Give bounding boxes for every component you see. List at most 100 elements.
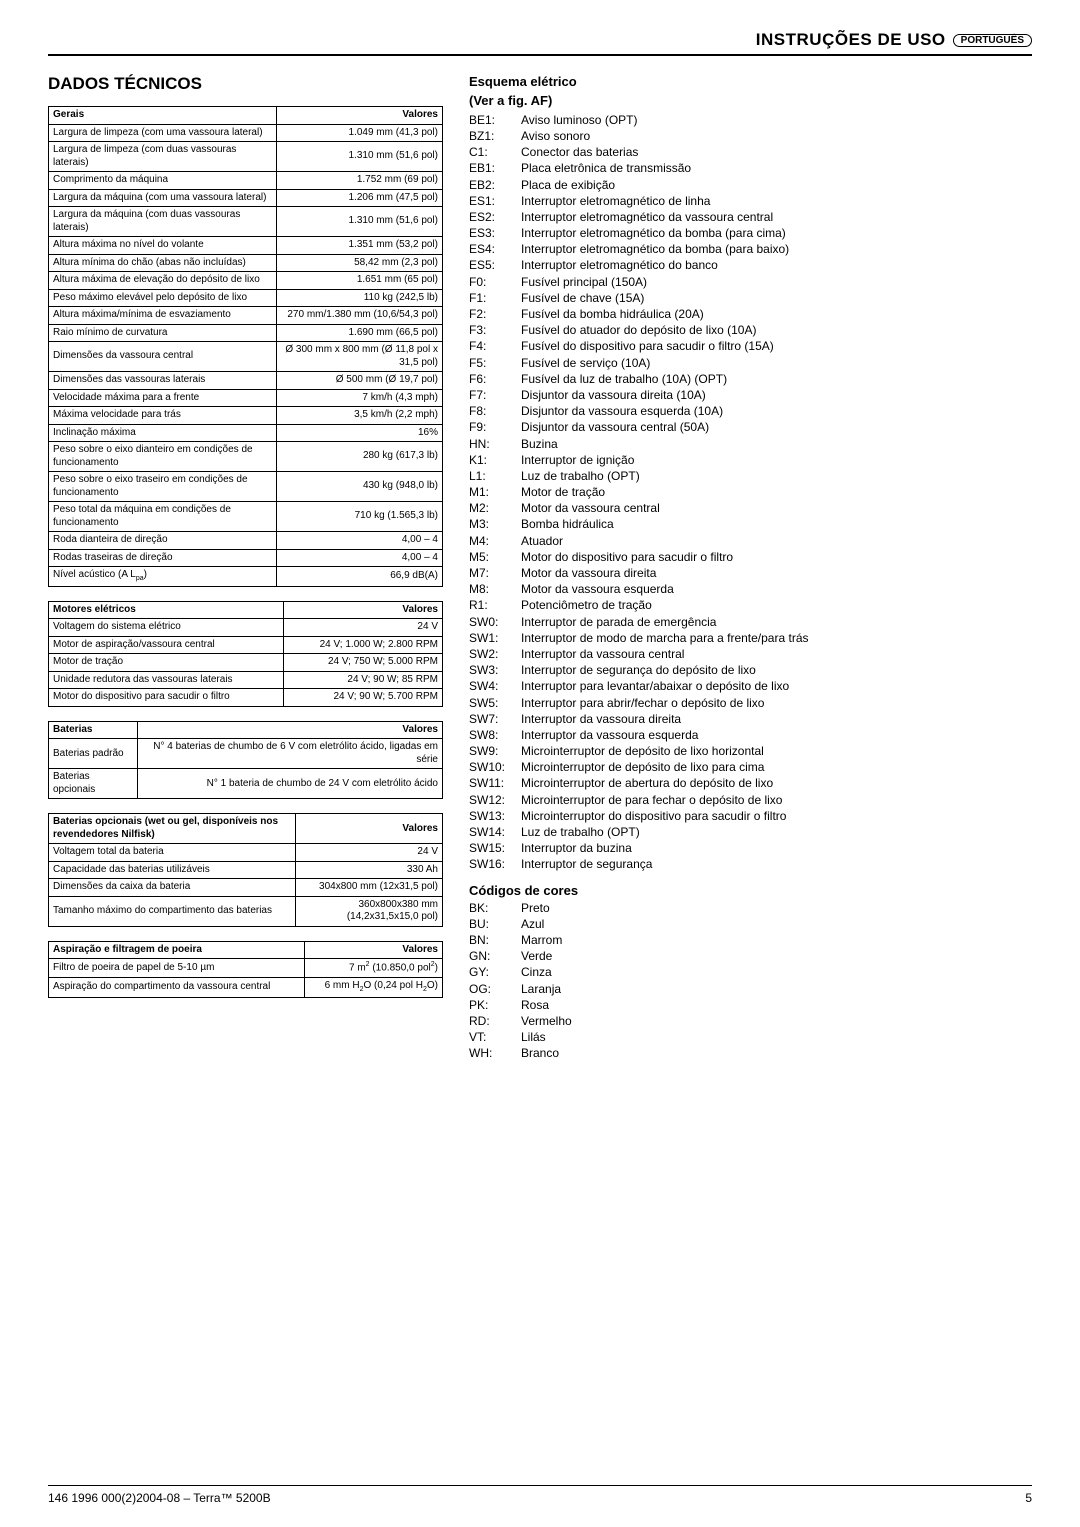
header-language-badge: PORTUGUÊS — [953, 34, 1032, 47]
technical-data-title: DADOS TÉCNICOS — [48, 74, 443, 94]
table-row: Baterias opcionaisN° 1 bateria de chumbo… — [49, 769, 443, 799]
color-name: Vermelho — [521, 1013, 1032, 1029]
item-code: F7: — [469, 387, 521, 403]
table-row: Velocidade máxima para a frente7 km/h (4… — [49, 389, 443, 407]
list-item: M8:Motor da vassoura esquerda — [469, 581, 1032, 597]
item-code: ES5: — [469, 257, 521, 273]
table-row: Filtro de poeira de papel de 5-10 µm7 m2… — [49, 959, 443, 978]
list-item: M1:Motor de tração — [469, 484, 1032, 500]
list-item: ES2:Interruptor eletromagnético da vasso… — [469, 209, 1032, 225]
list-item: F3:Fusível do atuador do depósito de lix… — [469, 322, 1032, 338]
list-item: M4:Atuador — [469, 533, 1032, 549]
item-code: F2: — [469, 306, 521, 322]
item-code: EB1: — [469, 160, 521, 176]
table-cell-label: Peso sobre o eixo dianteiro em condições… — [49, 442, 277, 472]
list-item: SW1:Interruptor de modo de marcha para a… — [469, 630, 1032, 646]
table-row: Voltagem do sistema elétrico24 V — [49, 619, 443, 637]
table-cell-value: 110 kg (242,5 lb) — [276, 289, 442, 307]
table-cell-label: Motor de tração — [49, 654, 284, 672]
item-description: Motor da vassoura direita — [521, 565, 1032, 581]
item-description: Conector das baterias — [521, 144, 1032, 160]
table-cell-label: Largura da máquina (com uma vassoura lat… — [49, 189, 277, 207]
table-cell-value: 3,5 km/h (2,2 mph) — [276, 407, 442, 425]
table-cell-value: Ø 500 mm (Ø 19,7 pol) — [276, 372, 442, 390]
table-cell-label: Rodas traseiras de direção — [49, 549, 277, 567]
header-title: INSTRUÇÕES DE USO — [756, 30, 946, 50]
item-description: Disjuntor da vassoura central (50A) — [521, 419, 1032, 435]
table-cell-value: 1.651 mm (65 pol) — [276, 272, 442, 290]
table-row: Peso sobre o eixo dianteiro em condições… — [49, 442, 443, 472]
list-item: OG:Laranja — [469, 981, 1032, 997]
color-code: VT: — [469, 1029, 521, 1045]
table-cell-value: N° 4 baterias de chumbo de 6 V com eletr… — [137, 739, 442, 769]
table-cell-label: Baterias opcionais — [49, 769, 138, 799]
table-cell-label: Largura de limpeza (com uma vassoura lat… — [49, 124, 277, 142]
item-code: ES1: — [469, 193, 521, 209]
item-code: SW1: — [469, 630, 521, 646]
list-item: F9:Disjuntor da vassoura central (50A) — [469, 419, 1032, 435]
item-description: Interruptor de modo de marcha para a fre… — [521, 630, 1032, 646]
item-code: F5: — [469, 355, 521, 371]
item-description: Buzina — [521, 436, 1032, 452]
color-codes-list: BK:PretoBU:AzulBN:MarromGN:VerdeGY:Cinza… — [469, 900, 1032, 1062]
table-cell-value: N° 1 bateria de chumbo de 24 V com eletr… — [137, 769, 442, 799]
table-row: Unidade redutora das vassouras laterais2… — [49, 671, 443, 689]
item-code: HN: — [469, 436, 521, 452]
data-table-2: BateriasValoresBaterias padrãoN° 4 bater… — [48, 721, 443, 800]
color-code: BK: — [469, 900, 521, 916]
list-item: SW7:Interruptor da vassoura direita — [469, 711, 1032, 727]
color-name: Preto — [521, 900, 1032, 916]
table-cell-label: Voltagem total da bateria — [49, 844, 296, 862]
table-row: Largura da máquina (com duas vassouras l… — [49, 207, 443, 237]
table-cell-value: 7 m2 (10.850,0 pol2) — [304, 959, 442, 978]
list-item: F4:Fusível do dispositivo para sacudir o… — [469, 338, 1032, 354]
table-cell-value: 304x800 mm (12x31,5 pol) — [295, 879, 442, 897]
schematic-list: BE1:Aviso luminoso (OPT)BZ1:Aviso sonoro… — [469, 112, 1032, 873]
schematic-title: Esquema elétrico — [469, 74, 1032, 91]
table-row: Voltagem total da bateria24 V — [49, 844, 443, 862]
table-row: Altura máxima de elevação do depósito de… — [49, 272, 443, 290]
item-code: SW9: — [469, 743, 521, 759]
item-code: F4: — [469, 338, 521, 354]
item-code: F8: — [469, 403, 521, 419]
table-cell-label: Raio mínimo de curvatura — [49, 324, 277, 342]
table-row: Roda dianteira de direção4,00 – 4 — [49, 532, 443, 550]
table-row: Largura de limpeza (com duas vassouras l… — [49, 142, 443, 172]
table-cell-value: 6 mm H2O (0,24 pol H2O) — [304, 978, 442, 998]
item-description: Aviso sonoro — [521, 128, 1032, 144]
table-cell-label: Altura máxima/mínima de esvaziamento — [49, 307, 277, 325]
footer-page-number: 5 — [1025, 1491, 1032, 1505]
item-description: Microinterruptor de depósito de lixo hor… — [521, 743, 1032, 759]
table-row: Motor de aspiração/vassoura central24 V;… — [49, 636, 443, 654]
item-description: Interruptor eletromagnético do banco — [521, 257, 1032, 273]
table-header: Valores — [295, 814, 442, 844]
table-cell-label: Inclinação máxima — [49, 424, 277, 442]
item-code: SW16: — [469, 856, 521, 872]
list-item: F6:Fusível da luz de trabalho (10A) (OPT… — [469, 371, 1032, 387]
list-item: F8:Disjuntor da vassoura esquerda (10A) — [469, 403, 1032, 419]
item-description: Placa de exibição — [521, 177, 1032, 193]
list-item: M2:Motor da vassoura central — [469, 500, 1032, 516]
page-header: INSTRUÇÕES DE USO PORTUGUÊS — [48, 30, 1032, 56]
item-code: SW10: — [469, 759, 521, 775]
list-item: GY:Cinza — [469, 964, 1032, 980]
item-code: SW11: — [469, 775, 521, 791]
table-cell-label: Filtro de poeira de papel de 5-10 µm — [49, 959, 305, 978]
item-code: M4: — [469, 533, 521, 549]
table-cell-value: 66,9 dB(A) — [276, 567, 442, 587]
list-item: M7:Motor da vassoura direita — [469, 565, 1032, 581]
color-code: RD: — [469, 1013, 521, 1029]
table-cell-value: 270 mm/1.380 mm (10,6/54,3 pol) — [276, 307, 442, 325]
table-cell-label: Voltagem do sistema elétrico — [49, 619, 284, 637]
right-column: Esquema elétrico (Ver a fig. AF) BE1:Avi… — [469, 74, 1032, 1061]
item-code: F9: — [469, 419, 521, 435]
table-cell-label: Altura máxima no nível do volante — [49, 237, 277, 255]
table-cell-label: Dimensões da vassoura central — [49, 342, 277, 372]
list-item: L1:Luz de trabalho (OPT) — [469, 468, 1032, 484]
list-item: BE1:Aviso luminoso (OPT) — [469, 112, 1032, 128]
item-description: Fusível do dispositivo para sacudir o fi… — [521, 338, 1032, 354]
item-description: Motor de tração — [521, 484, 1032, 500]
table-row: Raio mínimo de curvatura1.690 mm (66,5 p… — [49, 324, 443, 342]
table-header: Baterias — [49, 721, 138, 739]
table-cell-label: Capacidade das baterias utilizáveis — [49, 861, 296, 879]
